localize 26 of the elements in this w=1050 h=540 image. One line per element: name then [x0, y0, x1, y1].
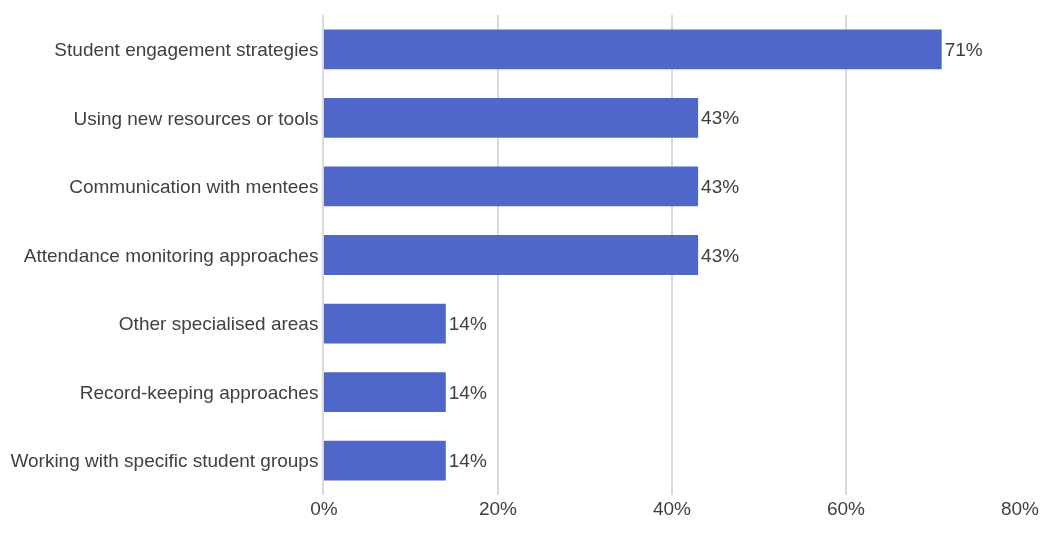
x-tick-label: 0% — [310, 498, 338, 519]
data-label: 14% — [448, 313, 487, 335]
bar — [324, 235, 699, 275]
data-label: 43% — [701, 175, 740, 197]
bar — [324, 29, 942, 70]
y-tick-label: Communication with mentees — [69, 176, 319, 198]
x-tick-label: 20% — [478, 498, 518, 519]
y-tick-label: Record-keeping approaches — [79, 381, 319, 403]
bar — [324, 303, 446, 344]
data-label: 71% — [944, 38, 983, 60]
bar — [324, 166, 699, 207]
data-label: 14% — [448, 450, 487, 472]
bar — [324, 440, 446, 481]
y-tick-label: Student engagement strategies — [54, 38, 319, 60]
bar — [324, 372, 446, 413]
x-tick-label: 80% — [1000, 498, 1040, 519]
y-tick-label: Other specialised areas — [118, 313, 319, 335]
data-label: 14% — [448, 381, 487, 403]
data-label: 43% — [701, 244, 740, 266]
y-tick-label: Using new resources or tools — [73, 107, 319, 129]
y-tick-label: Working with specific student groups — [10, 450, 319, 472]
data-label: 43% — [701, 107, 740, 129]
y-tick-label: Attendance monitoring approaches — [23, 244, 319, 266]
x-tick-label: 60% — [826, 498, 866, 519]
x-tick-label: 40% — [652, 498, 692, 519]
bar — [324, 97, 699, 138]
